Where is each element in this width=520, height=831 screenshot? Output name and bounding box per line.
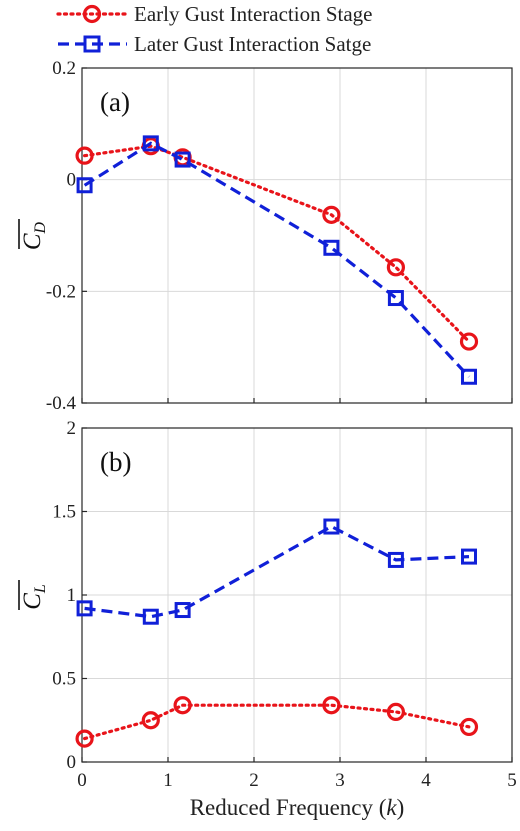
ylabel-a-subscript: D [32, 221, 49, 234]
legend-item-early: Early Gust Interaction Stage [56, 2, 373, 26]
legend-marker-circle [82, 4, 102, 24]
data-point-later [76, 600, 93, 617]
y-tick-label: -0.4 [46, 393, 77, 414]
x-tick-label: 3 [335, 770, 345, 791]
y-tick-label: 2 [67, 418, 77, 439]
data-point-later [387, 551, 404, 568]
ylabel-a: CD [18, 219, 49, 250]
svg-text:CD: CD [19, 221, 49, 250]
legend-label-early: Early Gust Interaction Stage [134, 2, 373, 26]
panel-b-lift-coefficient: 0 0.5 1 1.5 2 0 1 2 3 4 5 (b) [52, 418, 517, 791]
data-point-early [386, 258, 405, 277]
x-tick-label: 1 [163, 770, 173, 791]
data-point-early [173, 696, 192, 715]
data-point-early [386, 702, 405, 722]
data-point-later [76, 177, 93, 194]
y-tick-label: 0.2 [52, 58, 76, 79]
legend: Early Gust Interaction Stage Later Gust … [56, 2, 373, 56]
data-point-early [322, 696, 341, 715]
ylabel-b-subscript: L [32, 584, 49, 594]
series-line-later [84, 524, 470, 619]
data-point-early [75, 146, 94, 165]
y-tick-label: 0 [67, 170, 77, 191]
x-tick-label: 5 [507, 770, 517, 791]
svg-text:CL: CL [19, 584, 49, 610]
ylabel-b-symbol: C [19, 593, 46, 610]
y-tick-label: 1 [67, 585, 77, 606]
data-point-early [141, 711, 160, 730]
x-axis-label-variable: k [386, 795, 397, 820]
ylabel-a-symbol: C [19, 233, 46, 250]
x-axis-label-text: Reduced Frequency ( [190, 795, 387, 820]
x-tick-label: 0 [77, 770, 87, 791]
data-point-later [323, 518, 340, 535]
data-point-early [459, 332, 479, 351]
panel-a-drag-coefficient: -0.4 -0.2 0 0.2 (a) [46, 58, 513, 414]
series-line-early [82, 144, 471, 344]
x-tick-label: 4 [421, 770, 431, 791]
panel-label: (a) [100, 87, 130, 117]
data-point-early [322, 205, 341, 224]
y-tick-label: 0 [67, 752, 77, 773]
data-point-later [174, 602, 191, 619]
panel-label: (b) [100, 447, 131, 477]
data-point-later [142, 135, 159, 152]
data-point-later [142, 608, 159, 625]
x-axis-label-close: ) [397, 795, 405, 820]
legend-item-later: Later Gust Interaction Satge [58, 32, 371, 56]
axes-frame [81, 67, 513, 404]
data-point-early [75, 729, 94, 748]
y-tick-label: -0.2 [46, 281, 76, 302]
data-point-later [174, 151, 191, 168]
data-point-later [461, 368, 477, 385]
legend-label-later: Later Gust Interaction Satge [134, 32, 371, 56]
x-tick-label: 2 [249, 770, 259, 791]
y-tick-label: 1.5 [52, 502, 76, 523]
data-point-later [461, 548, 477, 565]
x-axis-label: Reduced Frequency (k) [190, 795, 405, 820]
legend-marker-square [83, 35, 101, 53]
y-tick-label: 0.5 [52, 669, 76, 690]
series-line-early [82, 703, 471, 741]
ylabel-b: CL [18, 580, 49, 610]
data-point-later [323, 239, 340, 256]
data-point-later [387, 290, 404, 307]
data-point-early [459, 717, 479, 737]
